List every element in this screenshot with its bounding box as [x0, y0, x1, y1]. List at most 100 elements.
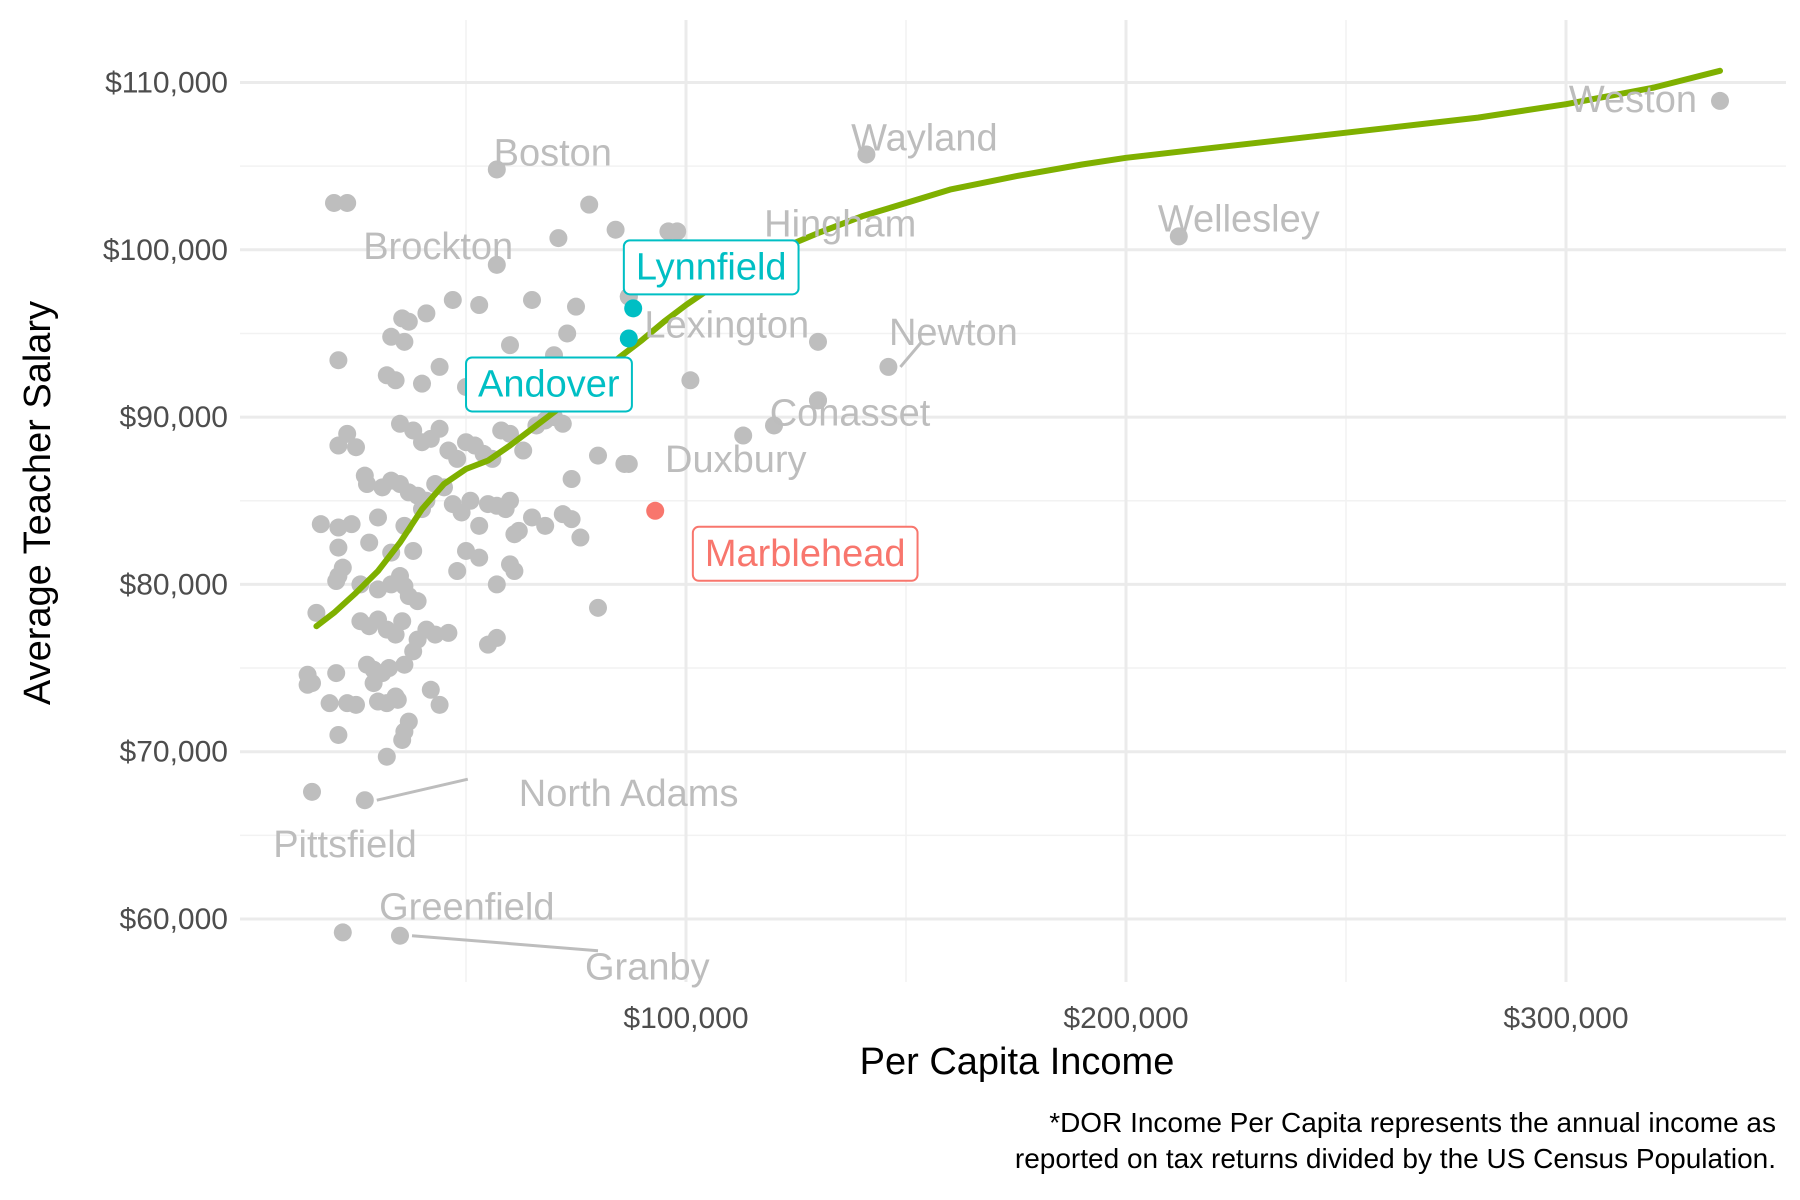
point-label: Greenfield [379, 886, 554, 928]
data-point [536, 516, 555, 535]
leader-line [376, 777, 469, 802]
data-point [342, 515, 361, 534]
data-point [298, 675, 317, 694]
data-point [589, 446, 607, 465]
data-point [571, 528, 590, 547]
data-point [443, 290, 462, 309]
data-point [377, 747, 396, 766]
data-point [562, 510, 581, 529]
label-box [465, 356, 633, 413]
data-point [523, 508, 541, 527]
data-point [329, 436, 348, 455]
data-point [439, 623, 458, 642]
data-point [501, 491, 519, 510]
data-point [457, 541, 475, 560]
data-point [514, 441, 533, 460]
data-point [470, 296, 489, 315]
data-point [681, 371, 700, 390]
data-point [809, 332, 827, 351]
point-label: Weston [1569, 79, 1697, 121]
data-point [408, 592, 427, 611]
label-text: Marblehead [705, 533, 906, 575]
point-label: Brockton [363, 226, 513, 268]
labeled-point [487, 160, 506, 179]
highlight-label: Lynnfield [622, 239, 800, 296]
data-point [589, 598, 607, 617]
data-point [501, 336, 519, 355]
data-point [421, 680, 440, 699]
labeled-point [355, 791, 374, 810]
data-point [549, 229, 568, 248]
data-point [329, 538, 348, 557]
highlight-points [619, 299, 665, 520]
data-point [567, 297, 585, 316]
data-points [298, 91, 1729, 945]
data-point [377, 366, 396, 385]
point-label: Pittsfield [273, 824, 417, 866]
data-point [399, 712, 418, 731]
data-point [430, 357, 449, 376]
data-point [320, 694, 339, 713]
y-axis-tick-labels: $60,000 $70,000 $80,000 $90,000 $100,000 $110… [103, 67, 228, 937]
point-label: Cohasset [770, 392, 931, 434]
y-tick-label: $100,000 [103, 234, 228, 267]
x-axis-title: Per Capita Income [860, 1041, 1175, 1083]
data-point [388, 690, 407, 709]
highlight-label: Marblehead [691, 525, 919, 582]
data-point [606, 220, 625, 239]
labeled-point [303, 782, 321, 801]
label-leader-lines [376, 339, 924, 953]
data-point [523, 290, 541, 309]
data-point [393, 309, 412, 328]
y-tick-label: $60,000 [120, 903, 228, 936]
labeled-point [646, 501, 665, 520]
data-point [393, 612, 412, 631]
trend-line [313, 67, 1723, 630]
point-label: Newton [889, 312, 1018, 354]
data-point [307, 603, 326, 622]
x-tick-label: $300,000 [1503, 1002, 1628, 1035]
data-point [562, 470, 581, 489]
data-point [404, 642, 423, 661]
labeled-point [391, 926, 409, 945]
data-point [395, 655, 414, 674]
data-point [369, 508, 387, 527]
data-point [391, 414, 409, 433]
data-point [329, 351, 348, 370]
point-label: Boston [494, 132, 612, 174]
labeled-point [809, 391, 827, 410]
data-point [329, 725, 348, 744]
labeled-point [857, 145, 876, 164]
data-point [325, 193, 343, 212]
point-label: Granby [585, 947, 710, 989]
point-label: Duxbury [665, 439, 807, 481]
data-point [430, 695, 449, 714]
data-point [386, 625, 405, 644]
labeled-point [619, 329, 638, 348]
data-point [558, 324, 577, 343]
data-point [395, 332, 414, 351]
label-box [622, 239, 800, 296]
x-axis-tick-labels: $100,000 $200,000 $300,000 [623, 1002, 1628, 1035]
x-tick-label: $100,000 [623, 1002, 748, 1035]
leader-line [411, 934, 599, 953]
point-label: Wayland [851, 117, 997, 159]
labeled-point [668, 222, 687, 241]
labeled-point [1169, 227, 1188, 246]
data-point [487, 255, 506, 274]
data-point [327, 572, 346, 591]
label-text: Andover [478, 363, 620, 405]
data-point [448, 449, 467, 468]
data-point [327, 664, 346, 683]
y-tick-label: $70,000 [120, 736, 228, 769]
data-point [487, 628, 506, 647]
leader-line [899, 339, 924, 368]
x-tick-label: $200,000 [1063, 1002, 1188, 1035]
data-point [461, 491, 480, 510]
point-labels: Weston Wayland Boston Wellesley Brockton Hing… [273, 79, 1697, 989]
data-point [360, 533, 379, 552]
point-label: Hingham [764, 203, 916, 245]
data-point [487, 575, 506, 594]
labeled-point [624, 299, 643, 318]
